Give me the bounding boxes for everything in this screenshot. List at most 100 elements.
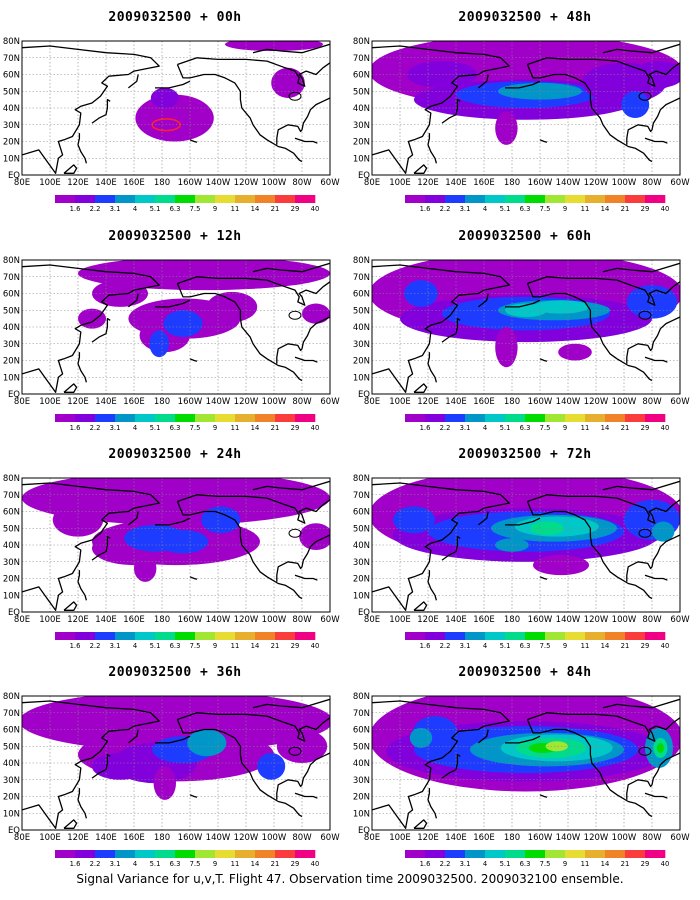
lat-tick-label: 30N — [353, 776, 370, 786]
coastline — [63, 819, 78, 829]
lon-tick-label: 80W — [292, 397, 312, 407]
colorbar-label: 2.2 — [90, 642, 101, 650]
coastline — [526, 501, 653, 600]
lat-tick-label: 10N — [3, 373, 20, 383]
variance-contour — [495, 111, 518, 145]
colorbar-label: 1.6 — [70, 860, 81, 868]
colorbar-label: 5.1 — [150, 642, 161, 650]
coastline — [602, 43, 680, 54]
map-frame — [21, 695, 331, 831]
lon-tick-label: 180 — [504, 833, 520, 843]
variance-contour — [495, 327, 518, 368]
colorbar-swatch — [525, 414, 546, 422]
lat-tick-label: EQ — [358, 826, 370, 836]
lon-tick-label: 80W — [292, 615, 312, 625]
coastline — [626, 97, 680, 145]
colorbar-label: 3.1 — [110, 642, 121, 650]
panel-title: 2009032500 + 84h — [458, 665, 592, 680]
colorbar-label: 4 — [483, 642, 487, 650]
lon-tick-label: 120W — [584, 833, 609, 843]
colorbar-swatch — [75, 632, 96, 640]
colorbar-swatch — [295, 195, 316, 203]
colorbar-swatch — [155, 195, 176, 203]
colorbar-swatch — [135, 632, 156, 640]
coastline — [527, 57, 680, 87]
colorbar-label: 7.5 — [540, 860, 551, 868]
colorbar-swatch — [115, 195, 136, 203]
colorbar-label: 7.5 — [190, 860, 201, 868]
coastline — [288, 528, 302, 538]
colorbar-label: 6.3 — [520, 205, 531, 213]
coastline — [626, 534, 680, 582]
variance-contour — [533, 555, 589, 576]
lon-tick-label: 160E — [123, 833, 145, 843]
coastline — [155, 517, 191, 526]
colorbar-swatch — [295, 414, 316, 422]
colorbar-label: 40 — [661, 860, 670, 868]
colorbar-label: 14 — [251, 424, 260, 432]
map-frame — [21, 477, 331, 613]
colorbar-swatch — [425, 850, 446, 858]
coastline — [441, 317, 461, 343]
colorbar-swatch — [605, 632, 626, 640]
colorbar-label: 29 — [291, 424, 300, 432]
lon-tick-label: 100E — [389, 615, 411, 625]
lon-tick-label: 180 — [154, 397, 170, 407]
lon-tick-label: 140E — [95, 178, 117, 188]
lon-tick-label: 120W — [234, 615, 259, 625]
coastline — [427, 352, 438, 383]
colorbar-label: 6.3 — [520, 860, 531, 868]
lat-tick-label: EQ — [358, 390, 370, 400]
coastline — [177, 712, 330, 742]
panel-60h: 2009032500 + 60h EQ 10N 20N 30N 40N 50N 60N 70N… — [350, 219, 700, 444]
map-svg: EQ 10N 20N 30N 40N 50N 60N 70N 80N 80E 100E 120E 140… — [3, 474, 340, 650]
colorbar-swatch — [175, 850, 196, 858]
colorbar-label: 7.5 — [190, 424, 201, 432]
lon-tick-label: 160W — [178, 833, 203, 843]
colorbar-swatch — [235, 414, 256, 422]
coastline — [413, 383, 428, 393]
colorbar-swatch — [75, 850, 96, 858]
figure-caption: Signal Variance for u,v,T. Flight 47. Ob… — [76, 872, 624, 886]
colorbar-swatch — [95, 195, 116, 203]
lon-tick-label: 160E — [473, 833, 495, 843]
colorbar-label: 11 — [231, 642, 240, 650]
lon-tick-label: 100W — [262, 615, 287, 625]
colorbar-label: 21 — [271, 205, 280, 213]
lat-tick-label: 40N — [353, 541, 370, 551]
lon-tick-label: 140W — [206, 833, 231, 843]
colorbar-swatch — [425, 632, 446, 640]
lat-tick-label: 20N — [3, 357, 20, 367]
colorbar-label: 2.2 — [440, 642, 451, 650]
colorbar-label: 40 — [661, 205, 670, 213]
colorbar-swatch — [505, 195, 526, 203]
colorbar-swatch — [175, 632, 196, 640]
lat-tick-label: EQ — [8, 826, 20, 836]
coastline — [413, 819, 428, 829]
coastline — [527, 276, 680, 306]
colorbar-label: 9 — [563, 424, 567, 432]
coastline — [539, 794, 548, 798]
colorbar-label: 2.2 — [440, 424, 451, 432]
colorbar-label: 21 — [271, 642, 280, 650]
colorbar-label: 21 — [271, 860, 280, 868]
variance-contour — [545, 741, 568, 752]
colorbar-swatch — [405, 414, 426, 422]
lat-tick-label: 10N — [353, 154, 370, 164]
colorbar-swatch — [55, 632, 76, 640]
coastline — [526, 64, 653, 163]
colorbar-swatch — [155, 850, 176, 858]
coastline — [644, 792, 668, 799]
coastline — [288, 91, 302, 101]
lon-tick-label: 140W — [556, 397, 581, 407]
coastline — [539, 576, 548, 580]
colorbar-label: 4 — [133, 424, 137, 432]
colorbar-label: 1.6 — [420, 205, 431, 213]
colorbar-label: 40 — [661, 642, 670, 650]
colorbar-label: 29 — [641, 424, 650, 432]
map-frame — [21, 259, 331, 395]
coastline — [22, 45, 160, 174]
lon-tick-label: 120E — [67, 178, 89, 188]
coastline — [252, 43, 330, 54]
lat-tick-label: 60N — [353, 726, 370, 736]
